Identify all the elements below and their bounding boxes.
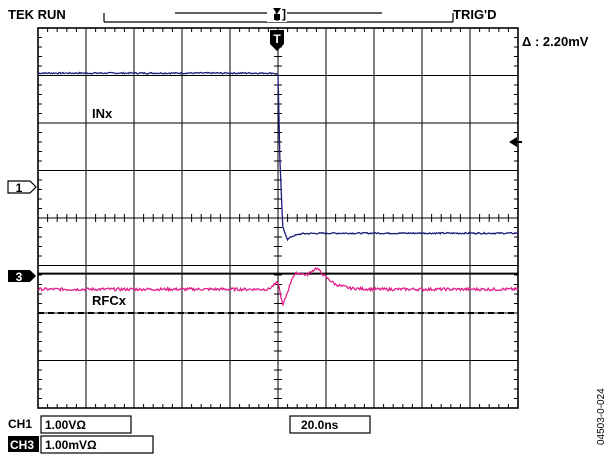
ch1-label: CH1 — [8, 417, 32, 431]
figure-id: 04503-0-024 — [596, 388, 607, 445]
timebase-readout: 20.0ns — [301, 418, 339, 432]
ch3-label: CH3 — [10, 438, 34, 452]
ch1-marker[interactable]: 1 — [8, 181, 36, 195]
status-label: TEK RUN — [8, 7, 66, 22]
ch3-marker[interactable]: 3 — [8, 270, 36, 284]
ch3-scale: 1.00mVΩ — [45, 438, 97, 452]
series-label-rfcx: RFCx — [92, 293, 127, 308]
series-label-inx: INx — [92, 106, 113, 121]
record-window-bracket: [ ] — [104, 6, 453, 22]
svg-text:]: ] — [282, 7, 286, 21]
trigger-level-arrow-icon[interactable] — [509, 137, 522, 147]
ch3-marker-label: 3 — [16, 270, 23, 284]
ch1-scale: 1.00VΩ — [45, 418, 86, 432]
trigger-marker-label: T — [273, 32, 281, 46]
trigger-marker[interactable]: T — [270, 30, 284, 51]
delta-readout: Δ : 2.20mV — [522, 34, 589, 49]
ch1-marker-label: 1 — [16, 181, 23, 195]
trigger-status-label: TRIG'D — [453, 7, 497, 22]
